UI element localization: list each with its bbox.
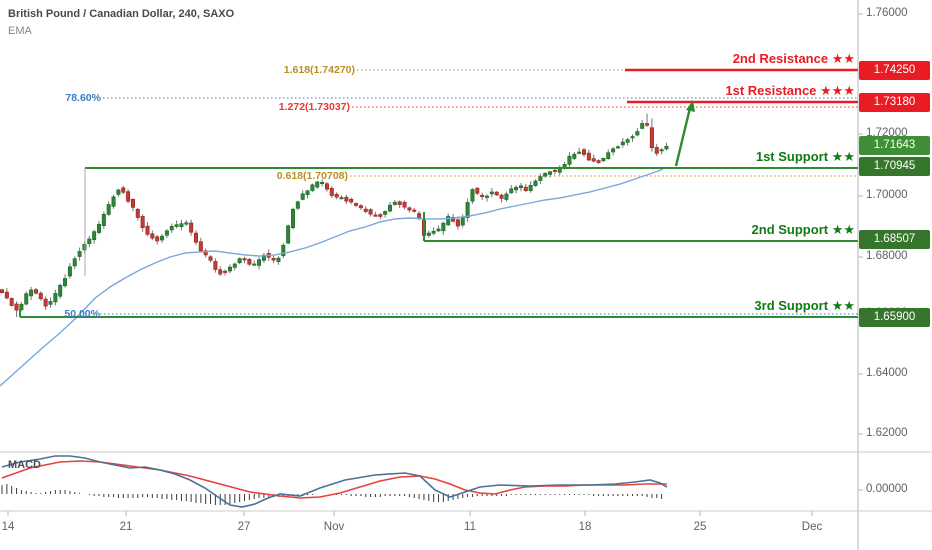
macd-indicator-label[interactable]: MACD [8, 459, 41, 471]
symbol-title: British Pound / Canadian Dollar, 240, SA… [8, 8, 235, 20]
macd-pane [1, 455, 668, 508]
projection-arrow[interactable] [674, 100, 695, 167]
ema-line [0, 168, 664, 387]
ema-indicator-label: EMA [8, 25, 32, 37]
level-lines[interactable] [19, 68, 858, 318]
candlestick-series [0, 113, 669, 317]
symbol-legend[interactable]: British Pound / Canadian Dollar, 240, SA… [8, 7, 234, 39]
